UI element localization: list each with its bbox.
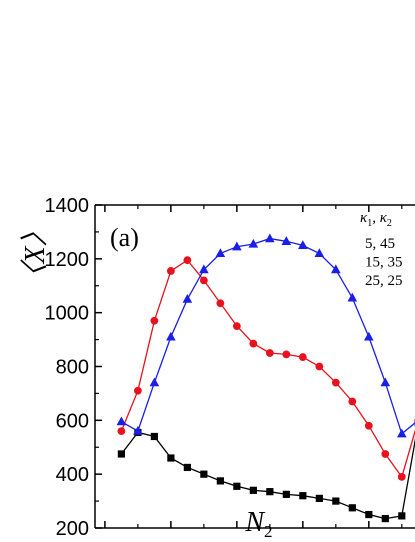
data-point-triangle <box>265 233 275 242</box>
data-point-square <box>299 492 306 499</box>
data-point-circle <box>381 450 389 458</box>
y-tick-label: 400 <box>56 464 89 486</box>
data-point-square <box>332 497 339 504</box>
data-point-circle <box>282 350 290 358</box>
data-point-square <box>266 488 273 495</box>
data-point-triangle <box>348 293 358 302</box>
legend-title-symbol: , κ <box>372 210 388 226</box>
y-tick-label: 600 <box>56 410 89 432</box>
data-point-circle <box>365 422 373 430</box>
data-point-circle <box>150 317 158 325</box>
data-point-circle <box>266 349 274 357</box>
data-point-square <box>200 471 207 478</box>
legend-entry: 5, 45 <box>365 236 395 252</box>
data-point-square <box>118 450 125 457</box>
data-point-circle <box>117 427 125 435</box>
series-line <box>121 260 415 477</box>
data-point-square <box>316 495 323 502</box>
legend-title-subscript: 2 <box>387 218 392 229</box>
data-point-circle <box>183 256 191 264</box>
y-tick-label: 1400 <box>45 195 90 217</box>
data-point-circle <box>167 267 175 275</box>
x-axis-label-subscript: 2 <box>264 522 273 537</box>
data-point-triangle <box>117 416 127 425</box>
x-axis-label: N <box>244 507 265 537</box>
data-point-square <box>167 454 174 461</box>
data-point-circle <box>233 322 241 330</box>
data-point-circle <box>398 473 406 481</box>
data-point-triangle <box>315 248 325 257</box>
data-point-circle <box>216 299 224 307</box>
data-point-circle <box>315 363 323 371</box>
series-line <box>121 423 415 519</box>
data-point-square <box>349 504 356 511</box>
data-point-square <box>217 477 224 484</box>
y-axis-label: 〈X〉 <box>20 218 51 291</box>
y-tick-label: 800 <box>56 357 89 379</box>
data-point-square <box>398 512 405 519</box>
axes-layer: 20040060080010001200140004080120160 <box>45 195 415 537</box>
legend-title: κ1, κ2 <box>360 210 392 229</box>
data-point-circle <box>200 276 208 284</box>
legend: κ1, κ2 5, 45 15, 35 25, 25 <box>360 210 403 289</box>
data-point-square <box>365 511 372 518</box>
data-point-triangle <box>381 377 391 386</box>
data-point-triangle <box>397 429 407 438</box>
legend-entry: 15, 35 <box>365 255 403 271</box>
data-point-square <box>283 491 290 498</box>
data-point-square <box>184 464 191 471</box>
data-point-triangle <box>183 294 193 303</box>
data-point-triangle <box>364 332 374 341</box>
y-tick-label: 200 <box>56 518 89 537</box>
data-point-square <box>250 487 257 494</box>
panel-label: (a) <box>110 223 139 252</box>
data-point-circle <box>348 398 356 406</box>
data-point-square <box>233 483 240 490</box>
series-square <box>118 419 415 522</box>
data-point-circle <box>332 379 340 387</box>
legend-entry: 25, 25 <box>365 273 403 289</box>
data-point-square <box>151 433 158 440</box>
data-point-triangle <box>150 377 160 386</box>
y-tick-label: 1200 <box>45 249 90 271</box>
data-point-circle <box>134 387 142 395</box>
y-tick-label: 1000 <box>45 303 90 325</box>
data-point-circle <box>249 340 257 348</box>
data-point-triangle <box>166 332 176 341</box>
data-point-square <box>382 515 389 522</box>
data-point-circle <box>299 353 307 361</box>
